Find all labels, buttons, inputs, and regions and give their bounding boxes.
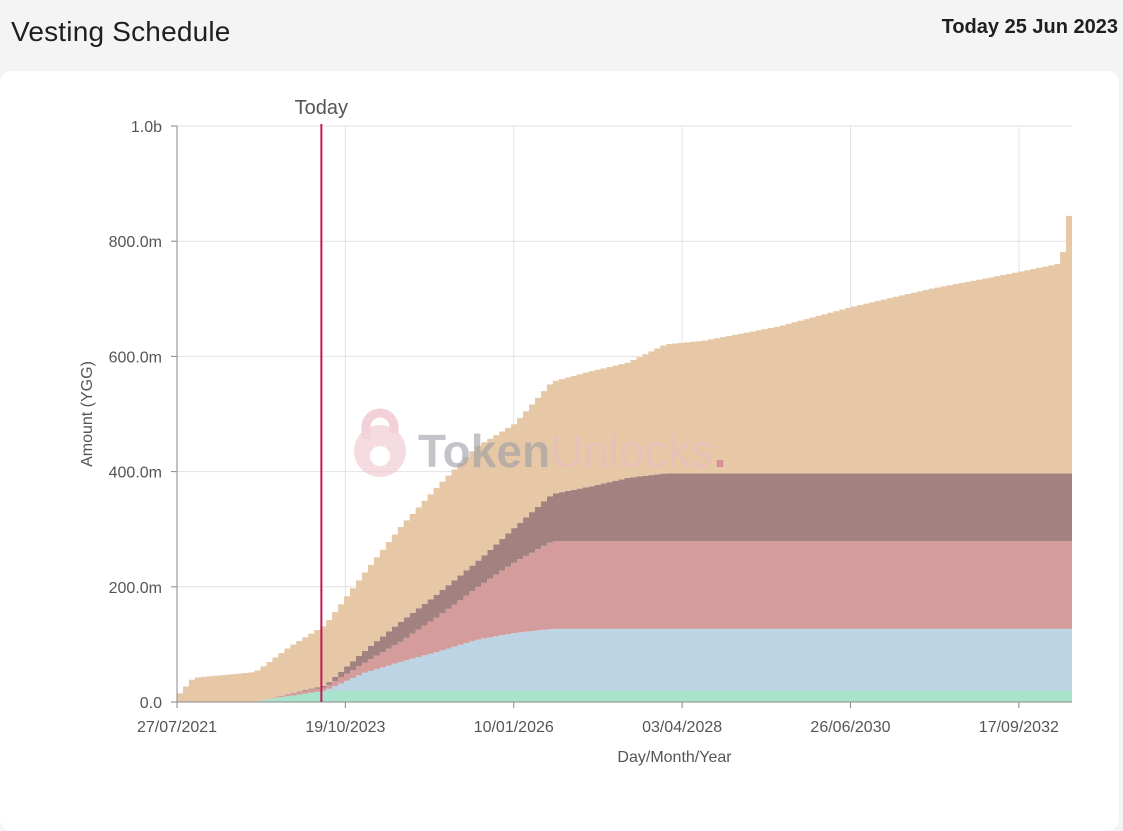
chart-card: TokenUnlocks. 0.0 200.0m 400.0m 600.0m 800.0… <box>0 71 1119 831</box>
y-tick-label: 800.0m <box>109 234 162 251</box>
watermark-dot: . <box>714 425 727 477</box>
y-tick-label: 200.0m <box>109 580 162 597</box>
area-series-2 <box>177 628 1072 702</box>
axes: 0.0 200.0m 400.0m 600.0m 800.0m 1.0b 27/07/202… <box>109 119 1072 736</box>
page-title: Vesting Schedule <box>11 16 231 47</box>
today-marker-label: Today <box>295 97 348 119</box>
x-tick-label: 27/07/2021 <box>137 719 217 736</box>
x-tick-label: 17/09/2032 <box>979 719 1059 736</box>
x-axis-label: Day/Month/Year <box>617 749 732 766</box>
y-axis-label: Amount (YGG) <box>79 361 96 467</box>
today-marker: Today <box>295 97 348 702</box>
x-tick-label: 26/06/2030 <box>810 719 890 736</box>
area-series-5 <box>177 215 1072 703</box>
watermark-lock-shackle <box>361 408 399 439</box>
area-series-4 <box>177 473 1072 702</box>
x-tick-label: 10/01/2026 <box>474 719 554 736</box>
x-tick-label: 19/10/2023 <box>305 719 385 736</box>
watermark-text: TokenUnlocks. <box>418 425 726 477</box>
y-tick-label: 600.0m <box>109 349 162 366</box>
watermark-unlocks: Unlocks <box>550 425 714 477</box>
area-series-3 <box>177 541 1072 702</box>
watermark-token: Token <box>418 425 550 477</box>
today-date-label: Today 25 Jun 2023 <box>941 16 1118 38</box>
y-tick-label: 0.0 <box>140 695 162 712</box>
y-tick-label: 400.0m <box>109 465 162 482</box>
x-tick-label: 03/04/2028 <box>642 719 722 736</box>
watermark-lock-hole <box>370 446 390 466</box>
area-series <box>177 215 1072 703</box>
vesting-chart: TokenUnlocks. 0.0 200.0m 400.0m 600.0m 800.0… <box>79 97 1072 766</box>
watermark: TokenUnlocks. <box>354 408 726 477</box>
y-tick-label: 1.0b <box>131 119 162 136</box>
area-series-1 <box>177 690 1072 702</box>
